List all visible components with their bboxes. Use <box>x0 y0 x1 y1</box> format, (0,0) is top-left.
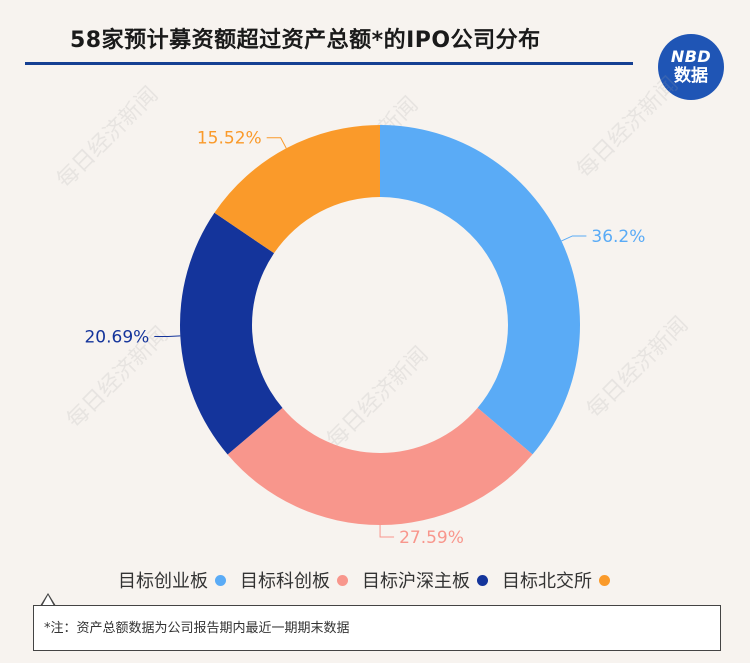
chart-title: 58家预计募资额超过资产总额*的IPO公司分布 <box>70 28 541 53</box>
donut-slice <box>180 212 283 455</box>
legend-label: 目标北交所 <box>502 571 592 592</box>
data-label: 20.69% <box>84 328 149 348</box>
title-underline <box>25 62 633 65</box>
legend-label: 目标创业板 <box>118 571 208 592</box>
legend-swatch <box>477 574 488 586</box>
legend-item: 目标沪深主板 <box>362 567 488 593</box>
legend-item: 目标北交所 <box>502 567 610 593</box>
logo-text-nbd: NBD <box>670 47 712 66</box>
donut-slice <box>380 125 581 455</box>
note-pointer-fill <box>42 595 54 606</box>
data-label: 27.59% <box>399 528 464 548</box>
leader-line <box>154 335 181 338</box>
donut-slice <box>227 407 533 526</box>
legend-label: 目标科创板 <box>240 571 330 592</box>
logo-text-data: 数据 <box>674 66 708 86</box>
donut-slice <box>214 125 380 254</box>
data-label: 15.52% <box>197 129 262 149</box>
legend-item: 目标创业板 <box>118 567 226 593</box>
leader-line <box>561 235 587 242</box>
chart-legend: 目标创业板 目标科创板 目标沪深主板 目标北交所 <box>118 567 624 593</box>
legend-swatch <box>337 574 348 586</box>
data-label: 36.2% <box>591 227 645 247</box>
legend-swatch <box>599 574 610 586</box>
legend-swatch <box>215 574 226 586</box>
legend-item: 目标科创板 <box>240 567 348 593</box>
nbd-logo: NBD 数据 <box>658 34 724 100</box>
leader-line <box>379 524 395 538</box>
leader-line <box>266 137 287 149</box>
legend-label: 目标沪深主板 <box>362 571 470 592</box>
footnote: *注：资产总额数据为公司报告期内最近一期期末数据 <box>33 605 721 651</box>
